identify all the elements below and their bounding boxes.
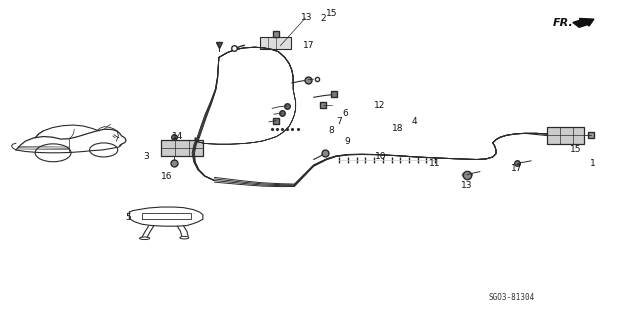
Text: 1: 1 [591,159,596,168]
Text: 13: 13 [461,181,473,190]
Text: 10: 10 [375,152,387,161]
Text: 16: 16 [161,172,172,181]
Text: FR.: FR. [553,18,573,28]
Text: 15: 15 [326,9,338,18]
Text: 6: 6 [343,109,348,118]
Text: 17: 17 [303,41,315,50]
Text: 13: 13 [301,13,313,22]
Text: SGO3-81304: SGO3-81304 [489,293,535,302]
Text: 8: 8 [329,126,334,135]
FancyBboxPatch shape [260,37,291,49]
FancyArrow shape [573,19,594,27]
FancyBboxPatch shape [161,140,203,156]
FancyBboxPatch shape [547,127,584,144]
Text: 7: 7 [337,117,342,126]
Ellipse shape [140,237,150,240]
Text: 18: 18 [392,124,403,133]
Text: 11: 11 [429,159,441,168]
Text: 9: 9 [345,137,350,146]
Text: 4: 4 [412,117,417,126]
Text: 17: 17 [511,164,523,173]
Text: 15: 15 [570,145,582,154]
Text: 5: 5 [125,213,131,222]
Text: 3: 3 [143,152,148,161]
Text: 14: 14 [172,132,184,141]
Text: 2: 2 [321,14,326,23]
Ellipse shape [180,236,189,239]
Text: 12: 12 [374,101,385,110]
